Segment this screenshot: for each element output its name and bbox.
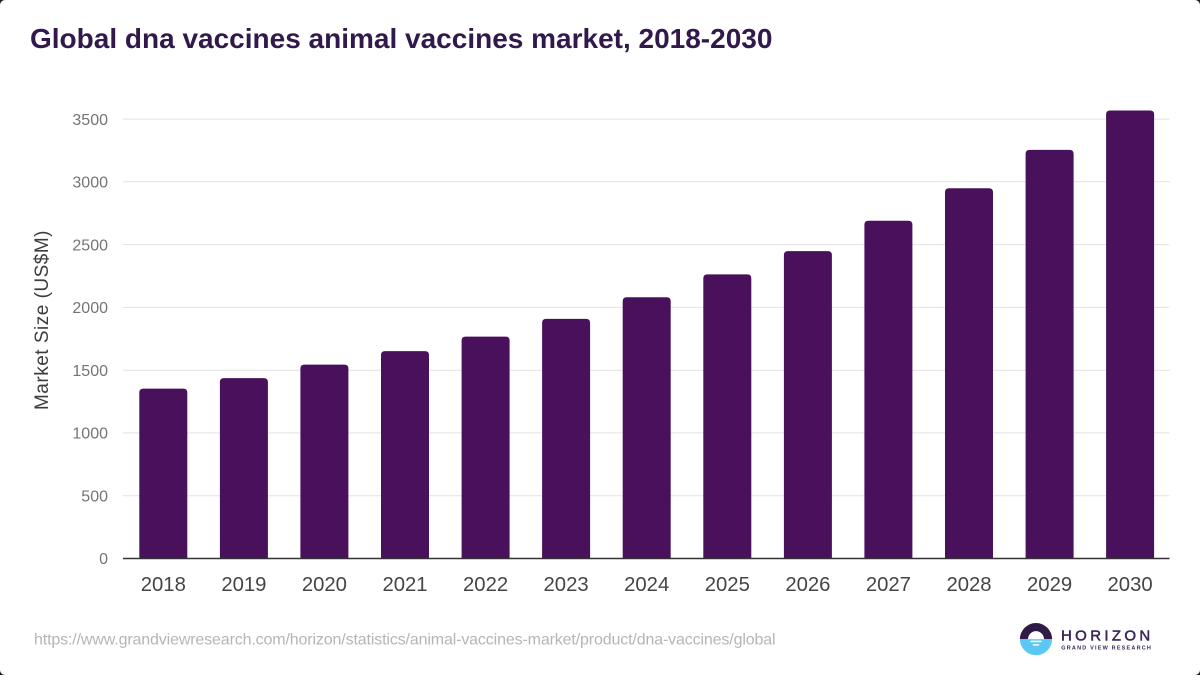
svg-text:Global dna vaccines animal vac: Global dna vaccines animal vaccines mark… [30,23,772,54]
svg-text:2000: 2000 [72,300,108,317]
svg-text:2026: 2026 [785,574,830,596]
svg-text:2025: 2025 [705,574,750,596]
svg-text:2028: 2028 [946,574,991,596]
svg-text:HORIZON: HORIZON [1061,627,1154,644]
svg-text:2500: 2500 [72,237,108,254]
svg-text:https://www.grandviewresearch.: https://www.grandviewresearch.com/horizo… [34,632,775,649]
svg-text:3000: 3000 [72,175,108,192]
svg-text:0: 0 [99,551,108,568]
svg-text:2020: 2020 [302,574,347,596]
svg-text:2029: 2029 [1027,574,1072,596]
svg-text:2030: 2030 [1108,574,1153,596]
svg-text:500: 500 [81,488,108,505]
svg-text:3500: 3500 [72,112,108,129]
svg-text:2024: 2024 [624,574,669,596]
svg-text:2021: 2021 [382,574,427,596]
svg-text:2023: 2023 [544,574,589,596]
svg-text:1500: 1500 [72,363,108,380]
svg-text:GRAND VIEW RESEARCH: GRAND VIEW RESEARCH [1061,646,1152,652]
svg-text:2027: 2027 [866,574,911,596]
svg-text:2022: 2022 [463,574,508,596]
svg-text:Market Size (US$M): Market Size (US$M) [32,230,53,410]
svg-text:2019: 2019 [221,574,266,596]
svg-text:2018: 2018 [141,574,186,596]
svg-text:1000: 1000 [72,426,108,443]
